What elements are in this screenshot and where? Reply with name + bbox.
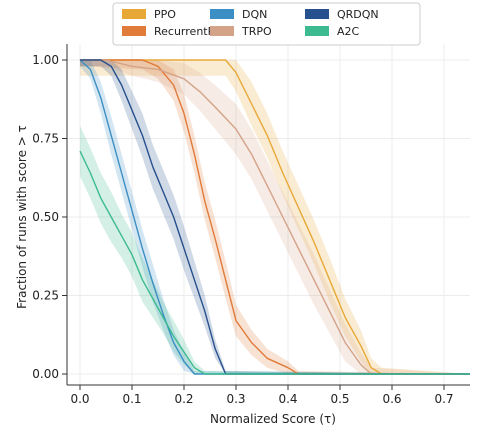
- x-tick-label: 0.0: [70, 392, 89, 406]
- legend-label-ppo: PPO: [154, 8, 176, 21]
- line-layer: [79, 59, 470, 375]
- y-tick-label: 0.25: [32, 289, 59, 303]
- y-tick-label: 0.75: [32, 132, 59, 146]
- x-tick-label: 0.4: [278, 392, 297, 406]
- band-trpo: [80, 60, 470, 374]
- line-trpo: [80, 59, 470, 375]
- x-tick-label: 0.5: [330, 392, 349, 406]
- legend-swatch-dqn: [210, 9, 234, 19]
- line-ppo: [80, 59, 470, 375]
- line-qrdqn: [80, 59, 470, 375]
- line-dqn: [79, 59, 470, 375]
- line-a2c: [79, 150, 470, 375]
- line-recurrentppo: [80, 59, 470, 375]
- x-tick-label: 0.1: [122, 392, 141, 406]
- y-tick-label: 1.00: [32, 53, 59, 67]
- legend-swatch-recurrentppo: [122, 26, 146, 36]
- legend-label-dqn: DQN: [242, 8, 267, 21]
- band-layer: [80, 60, 470, 375]
- legend-swatch-qrdqn: [305, 9, 329, 19]
- legend-swatch-trpo: [210, 26, 234, 36]
- x-tick-label: 0.3: [226, 392, 245, 406]
- legend-swatch-a2c: [305, 26, 329, 36]
- axes-layer: 0.0 0.1 0.2 0.3 0.4 0.5 0.6 0.7 0.00 0.25 0.50 0.75…: [32, 44, 470, 406]
- y-tick-label: 0.50: [32, 210, 59, 224]
- legend-label-qrdqn: QRDQN: [337, 8, 379, 21]
- x-tick-label: 0.6: [382, 392, 401, 406]
- x-axis-title: Normalized Score (τ): [210, 412, 336, 426]
- legend-swatch-ppo: [122, 9, 146, 19]
- y-axis-title: Fraction of runs with score > τ: [15, 125, 29, 309]
- x-tick-label: 0.7: [434, 392, 453, 406]
- x-tick-label: 0.2: [174, 392, 193, 406]
- legend-label-a2c: A2C: [337, 25, 360, 38]
- band-qrdqn: [80, 60, 470, 374]
- y-tick-label: 0.00: [32, 367, 59, 381]
- legend-label-trpo: TRPO: [241, 25, 272, 38]
- legend-box: [112, 2, 421, 46]
